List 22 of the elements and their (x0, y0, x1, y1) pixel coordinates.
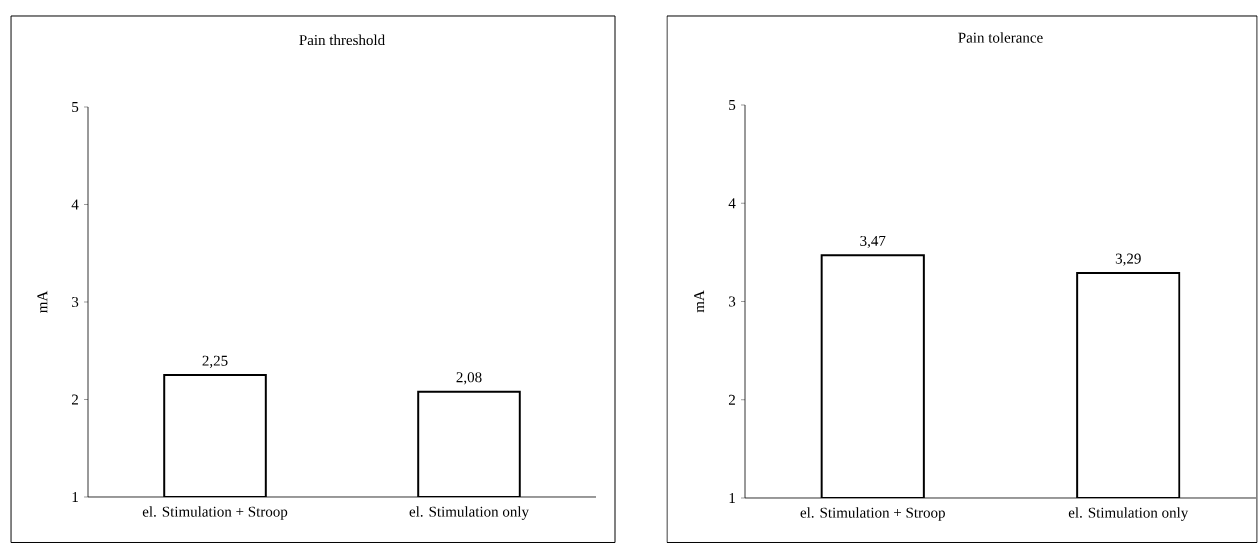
y-tick-label: 2 (728, 394, 735, 405)
chart-title: Pain tolerance (958, 32, 1043, 43)
chart-title: Pain threshold (299, 34, 385, 46)
y-tick-label: 5 (72, 102, 79, 112)
data-label: 2,25 (202, 355, 228, 368)
y-tick-label: 1 (729, 493, 735, 503)
y-tick-label: 5 (729, 100, 736, 110)
x-tick-label: el. Stimulation + Stroop (142, 506, 288, 520)
x-tick-label: el. Stimulation + Stroop (800, 507, 945, 521)
y-tick-label: 3 (729, 296, 736, 307)
y-tick-label: 1 (72, 492, 78, 502)
y-tick-label: 3 (72, 296, 79, 308)
data-label: 3,47 (860, 235, 886, 249)
y-tick-label: 2 (71, 394, 78, 405)
y-axis-title: mA (37, 290, 48, 313)
x-tick-label: el. Stimulation only (409, 506, 529, 520)
data-label: 3,29 (1115, 253, 1141, 266)
data-label: 2,08 (456, 372, 482, 385)
x-tick-label: el. Stimulation only (1068, 507, 1189, 521)
y-tick-label: 4 (728, 198, 736, 209)
y-tick-label: 4 (71, 199, 79, 210)
y-axis-title: mA (694, 290, 705, 313)
